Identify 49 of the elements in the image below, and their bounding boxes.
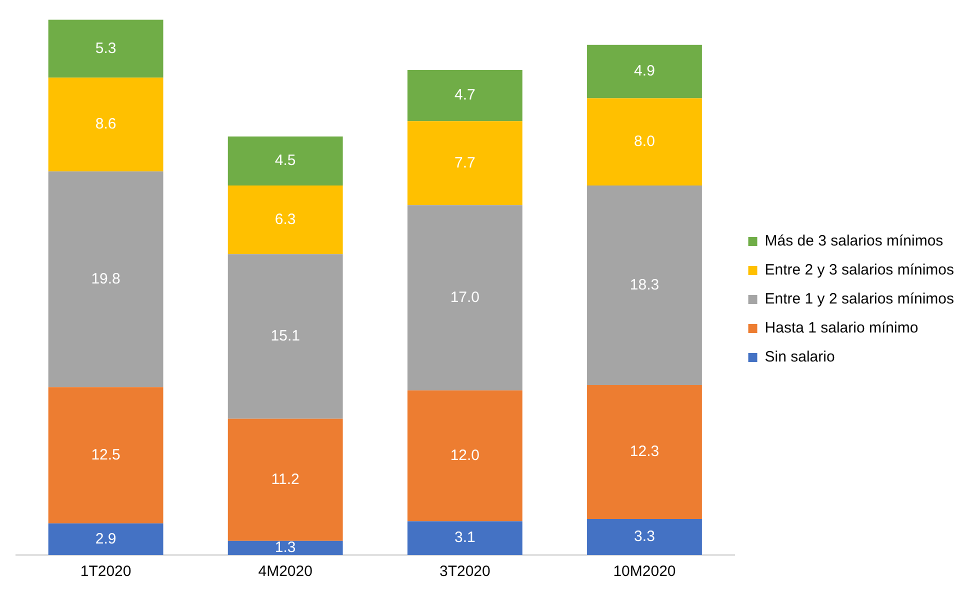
bar: [587, 384, 702, 520]
data-label: 8.6: [95, 116, 116, 133]
x-tick-label: 1T2020: [80, 563, 132, 580]
data-label: 12.3: [630, 443, 660, 460]
bar: [407, 121, 522, 206]
data-label: 18.3: [630, 276, 660, 294]
x-tick-label: 10M2020: [613, 563, 676, 580]
bar: [228, 540, 343, 555]
data-label: 17.0: [450, 288, 480, 306]
data-label: 4.7: [454, 86, 476, 104]
bar: [228, 418, 343, 541]
bar: [587, 519, 702, 555]
data-label: 4.9: [634, 62, 655, 80]
legend-label: Sin salario: [764, 348, 835, 366]
data-label: 3.3: [634, 528, 655, 546]
bar: [587, 98, 702, 186]
bar: [48, 387, 164, 524]
bar: [228, 185, 343, 254]
bar: [407, 205, 522, 390]
data-label: 1.3: [274, 539, 296, 556]
data-label: 11.2: [271, 470, 300, 488]
x-tick-label: 3T2020: [439, 563, 490, 580]
bar: [48, 171, 164, 388]
bar: [228, 136, 343, 186]
bar: [587, 44, 702, 98]
data-label: 4.5: [274, 152, 296, 170]
data-label: 5.3: [95, 40, 116, 57]
data-label: 2.9: [95, 530, 116, 548]
data-label: 3.1: [454, 529, 476, 546]
bar: [48, 523, 164, 555]
bar: [48, 20, 164, 78]
data-label: 12.0: [450, 446, 480, 464]
legend-label: Entre 2 y 3 salarios mínimos: [764, 262, 954, 279]
data-label: 7.7: [454, 154, 476, 172]
legend-label: Hasta 1 salario mínimo: [764, 320, 918, 337]
bar: [48, 78, 164, 172]
x-tick-label: 4M2020: [258, 563, 312, 580]
bar: [407, 70, 522, 122]
legend-label: Entre 1 y 2 salarios mínimos: [764, 290, 954, 308]
data-label: 12.5: [91, 446, 120, 464]
data-label: 8.0: [634, 133, 655, 150]
bar: [407, 521, 522, 555]
bar: [587, 185, 702, 385]
legend-label: Más de 3 salarios mínimos: [764, 232, 944, 250]
data-label: 6.3: [274, 210, 296, 228]
data-label: 15.1: [270, 328, 300, 345]
bar: [407, 390, 522, 522]
data-label: 19.8: [91, 270, 120, 288]
bar: [228, 254, 343, 419]
